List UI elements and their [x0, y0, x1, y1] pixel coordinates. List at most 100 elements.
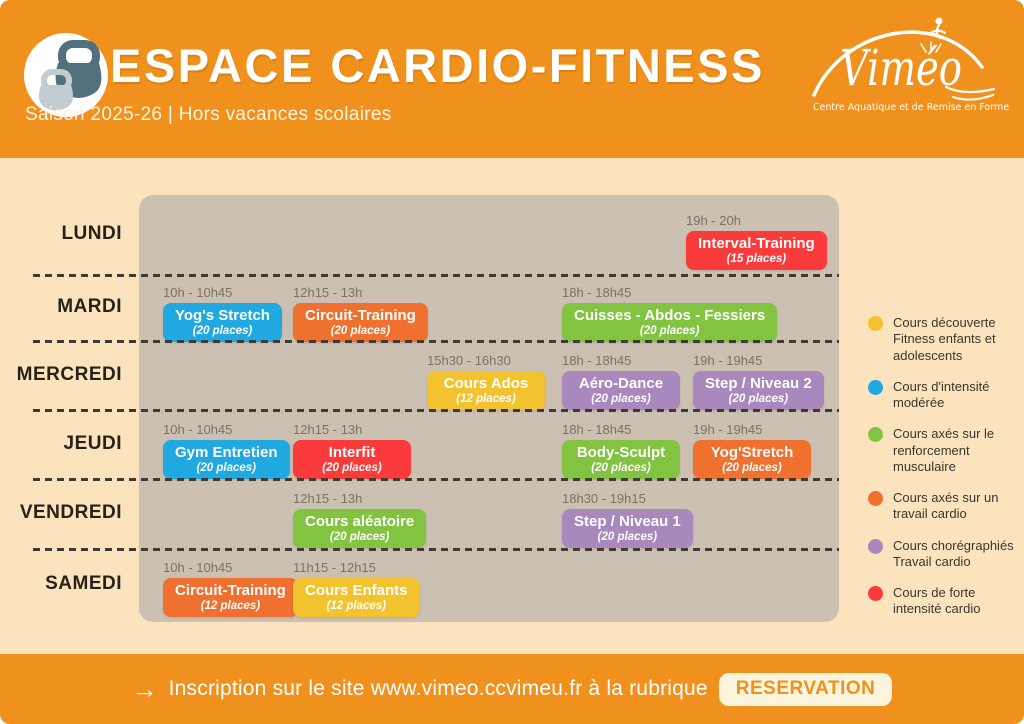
- logo-tagline: Centre Aquatique et de Remise en Forme: [813, 102, 1009, 113]
- course-time: 11h15 - 12h15: [293, 560, 376, 575]
- logo-wordmark: Viméo: [840, 39, 962, 97]
- legend-item-choregraphie: Cours chorégraphiés Travail cardio: [868, 538, 1020, 571]
- course-block-body-sculpt: Body-Sculpt (20 places): [562, 440, 680, 479]
- season-subtitle: Saison 2025-26 | Hors vacances scolaires: [25, 104, 392, 125]
- arrow-icon: →: [131, 674, 158, 704]
- legend-dot-renforcement: [868, 427, 883, 443]
- course-places: (12 places): [456, 393, 516, 405]
- course-time: 18h - 18h45: [562, 285, 632, 300]
- course-title: Circuit-Training: [305, 307, 416, 324]
- course-block-cuisses-abdos-fessiers: Cuisses - Abdos - Fessiers (20 places): [562, 303, 778, 342]
- course-places: (12 places): [200, 600, 261, 612]
- course-title: Yog'Stretch: [710, 444, 794, 461]
- course-block-step-niveau-1: Step / Niveau 1 (20 places): [562, 509, 693, 548]
- course-block-circuit-training: Circuit-Training (20 places): [293, 303, 428, 342]
- course-time: 18h30 - 19h15: [562, 491, 646, 506]
- schedule-slot: 12h15 - 13h Cours aléatoire (20 places): [293, 491, 427, 548]
- course-title: Cours aléatoire: [305, 513, 415, 530]
- course-block-interfit: Interfit (20 places): [293, 440, 411, 479]
- schedule-slot: 19h - 20h Interval-Training (15 places): [686, 213, 827, 270]
- course-title: Step / Niveau 1: [574, 513, 681, 530]
- course-title: Cours Ados: [443, 375, 529, 392]
- day-label-vendredi: VENDREDI: [19, 502, 122, 523]
- legend-label: Cours axés sur un travail cardio: [893, 490, 999, 522]
- course-block-yog-stretch: Yog'Stretch (20 places): [693, 440, 811, 479]
- course-time: 15h30 - 16h30: [427, 353, 511, 368]
- course-block-yog-s-stretch: Yog's Stretch (20 places): [163, 303, 282, 342]
- day-label-jeudi: JEUDI: [63, 433, 122, 454]
- schedule-slot: 10h - 10h45 Yog's Stretch (20 places): [163, 285, 282, 342]
- legend-dot-choregraphie: [868, 538, 883, 554]
- course-places: (20 places): [728, 393, 789, 405]
- legend-item-cardio: Cours axés sur un travail cardio: [868, 490, 1020, 523]
- schedule-slot: 11h15 - 12h15 Cours Enfants (12 places): [293, 560, 420, 617]
- course-places: (20 places): [192, 325, 253, 337]
- legend-label: Cours d'intensité modérée: [893, 378, 990, 410]
- course-title: Aéro-Dance: [578, 375, 664, 392]
- legend-item-renforcement: Cours axés sur le renforcement musculair…: [868, 426, 1020, 475]
- vimeo-logo: Viméo Centre Aquatique et de Remise en F…: [810, 6, 1010, 118]
- schedule-slot: 18h - 18h45 Body-Sculpt (20 places): [562, 422, 680, 479]
- course-title: Interfit: [328, 444, 376, 461]
- schedule-slot: 18h - 18h45 Aéro-Dance (20 places): [562, 353, 680, 410]
- schedule-slot: 10h - 10h45 Circuit-Training (12 places): [163, 560, 298, 617]
- row-separator: [33, 548, 839, 551]
- legend-dot-cardio: [868, 491, 883, 506]
- course-block-interval-training: Interval-Training (15 places): [686, 231, 827, 270]
- course-time: 18h - 18h45: [562, 353, 632, 368]
- legend-item-moderee: Cours d'intensité modérée: [868, 379, 1020, 412]
- course-title: Cuisses - Abdos - Fessiers: [574, 307, 766, 324]
- course-places: (20 places): [591, 462, 651, 474]
- course-places: (20 places): [591, 393, 651, 405]
- schedule-slot: 10h - 10h45 Gym Entretien (20 places): [163, 422, 290, 479]
- course-places: (20 places): [722, 462, 782, 474]
- legend-item-forte: Cours de forte intensité cardio: [868, 585, 1020, 618]
- page-title: ESPACE CARDIO-FITNESS: [110, 39, 765, 92]
- course-time: 12h15 - 13h: [293, 491, 363, 506]
- course-title: Yog's Stretch: [175, 307, 270, 324]
- course-block-circuit-training: Circuit-Training (12 places): [163, 578, 298, 617]
- legend-label: Cours de forte intensité cardio: [893, 585, 981, 617]
- schedule-slot: 19h - 19h45 Yog'Stretch (20 places): [693, 422, 811, 479]
- kettlebell-icon: [24, 33, 108, 117]
- course-title: Gym Entretien: [175, 444, 278, 461]
- footer: → Inscription sur le site www.vimeo.ccvi…: [0, 654, 1024, 724]
- footer-text-prefix: Inscription sur le site: [168, 677, 371, 700]
- legend-dot-moderee: [868, 379, 883, 395]
- course-places: (20 places): [329, 531, 390, 543]
- schedule-slot: 18h30 - 19h15 Step / Niveau 1 (20 places): [562, 491, 693, 548]
- schedule-slot: 12h15 - 13h Circuit-Training (20 places): [293, 285, 428, 342]
- course-title: Body-Sculpt: [576, 444, 666, 461]
- legend: Cours découverte Fitness enfants et adol…: [868, 315, 1020, 618]
- course-time: 19h - 20h: [686, 213, 741, 228]
- course-title: Interval-Training: [698, 235, 815, 252]
- course-block-cours-enfants: Cours Enfants (12 places): [293, 578, 420, 617]
- legend-label: Cours chorégraphiés Travail cardio: [893, 537, 1014, 569]
- legend-dot-forte: [868, 586, 883, 601]
- schedule-slot: 18h - 18h45 Cuisses - Abdos - Fessiers (20…: [562, 285, 778, 342]
- website-url[interactable]: www.vimeo.ccvimeu.fr: [370, 677, 583, 700]
- row-separator: [33, 409, 839, 412]
- course-time: 10h - 10h45: [163, 422, 233, 437]
- schedule-slot: 12h15 - 13h Interfit (20 places): [293, 422, 411, 479]
- reservation-button[interactable]: RESERVATION: [718, 672, 893, 706]
- course-title: Cours Enfants: [305, 582, 408, 599]
- course-places: (20 places): [597, 531, 658, 543]
- course-places: (20 places): [639, 325, 700, 337]
- schedule-slot: 15h30 - 16h30 Cours Ados (12 places): [427, 353, 545, 410]
- course-block-cours-aleatoire: Cours aléatoire (20 places): [293, 509, 427, 548]
- row-separator: [33, 274, 839, 277]
- course-time: 12h15 - 13h: [293, 422, 363, 437]
- course-block-cours-ados: Cours Ados (12 places): [427, 371, 545, 410]
- course-time: 10h - 10h45: [163, 560, 233, 575]
- course-block-aero-dance: Aéro-Dance (20 places): [562, 371, 680, 410]
- course-places: (20 places): [322, 462, 382, 474]
- day-label-mercredi: MERCREDI: [16, 364, 122, 385]
- row-separator: [33, 478, 839, 481]
- footer-text: Inscription sur le site www.vimeo.ccvime…: [169, 677, 708, 701]
- course-time: 10h - 10h45: [163, 285, 233, 300]
- course-time: 19h - 19h45: [693, 353, 763, 368]
- day-label-lundi: LUNDI: [61, 223, 122, 244]
- day-label-samedi: SAMEDI: [45, 573, 122, 594]
